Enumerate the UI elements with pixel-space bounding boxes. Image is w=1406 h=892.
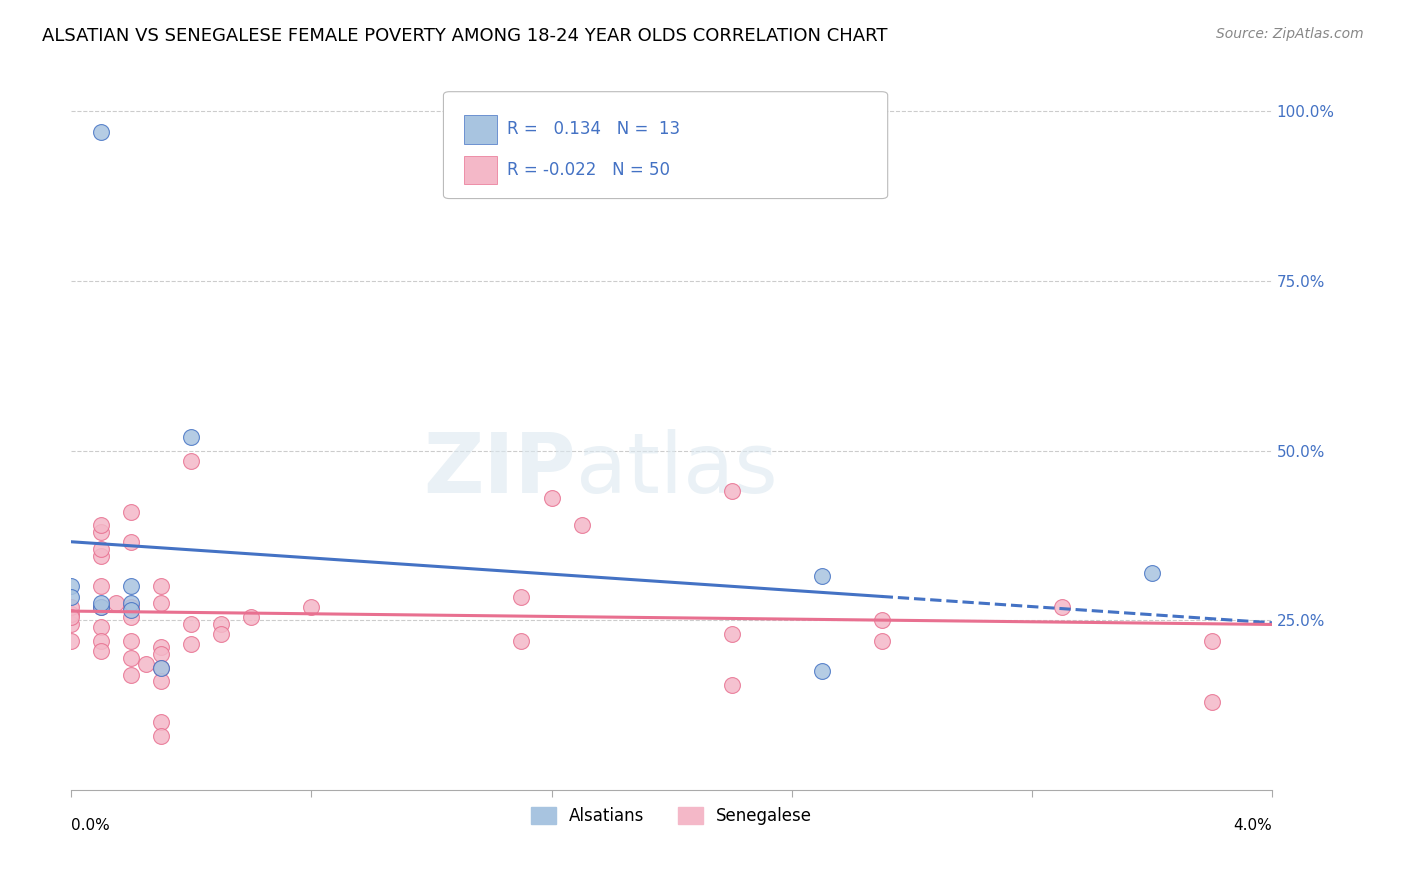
Point (240, 610, 263, 624)
Point (90, 542, 112, 557)
Point (90, 620, 112, 634)
Point (90, 125, 112, 139)
Point (60, 607, 83, 621)
Point (150, 640, 173, 655)
Point (180, 454, 202, 468)
Point (120, 633, 142, 648)
Point (120, 603, 142, 617)
Point (90, 633, 112, 648)
Point (60, 616, 83, 631)
Point (810, 664, 832, 678)
Point (180, 637, 202, 651)
Text: atlas: atlas (575, 429, 778, 510)
Point (90, 599, 112, 614)
Point (870, 613, 893, 627)
Point (180, 616, 202, 631)
Point (60, 633, 83, 648)
Text: R =   0.134   N =  13: R = 0.134 N = 13 (508, 120, 681, 138)
Point (120, 535, 142, 549)
Point (870, 633, 893, 648)
Point (90, 524, 112, 539)
Point (60, 579, 83, 593)
Point (90, 518, 112, 533)
Point (150, 714, 173, 729)
Point (105, 596, 128, 610)
Point (180, 430, 202, 444)
Point (150, 596, 173, 610)
Text: Source: ZipAtlas.com: Source: ZipAtlas.com (1216, 27, 1364, 41)
Point (90, 549, 112, 563)
Text: ALSATIAN VS SENEGALESE FEMALE POVERTY AMONG 18-24 YEAR OLDS CORRELATION CHART: ALSATIAN VS SENEGALESE FEMALE POVERTY AM… (42, 27, 887, 45)
Bar (464, 115, 498, 144)
Point (120, 596, 142, 610)
Point (1140, 566, 1163, 580)
Point (209, 616, 232, 631)
Point (120, 599, 142, 614)
Point (90, 644, 112, 658)
Point (120, 610, 142, 624)
FancyBboxPatch shape (443, 92, 887, 199)
Point (209, 627, 232, 641)
Text: 0.0%: 0.0% (72, 819, 110, 833)
Text: 4.0%: 4.0% (1233, 819, 1272, 833)
Point (150, 674, 173, 689)
Point (720, 678, 742, 692)
Point (510, 590, 533, 604)
Point (720, 627, 742, 641)
Text: ZIP: ZIP (423, 429, 575, 510)
Point (299, 599, 322, 614)
Point (1050, 599, 1073, 614)
Point (90, 596, 112, 610)
Point (60, 610, 83, 624)
Point (90, 599, 112, 614)
Point (120, 667, 142, 681)
Point (90, 579, 112, 593)
Point (150, 579, 173, 593)
Point (1201, 633, 1223, 648)
Point (60, 590, 83, 604)
Point (60, 599, 83, 614)
Point (150, 729, 173, 743)
Point (150, 647, 173, 661)
Point (120, 650, 142, 665)
Point (720, 484, 742, 499)
Point (150, 661, 173, 675)
Point (540, 491, 562, 505)
Legend: Alsatians, Senegalese: Alsatians, Senegalese (524, 800, 818, 831)
Point (120, 579, 142, 593)
Point (120, 505, 142, 519)
Point (1201, 695, 1223, 709)
Point (810, 569, 832, 583)
Text: R = -0.022   N = 50: R = -0.022 N = 50 (508, 161, 671, 179)
Point (135, 657, 157, 672)
Point (150, 661, 173, 675)
Bar (464, 156, 498, 185)
Point (510, 633, 533, 648)
Point (571, 518, 593, 533)
